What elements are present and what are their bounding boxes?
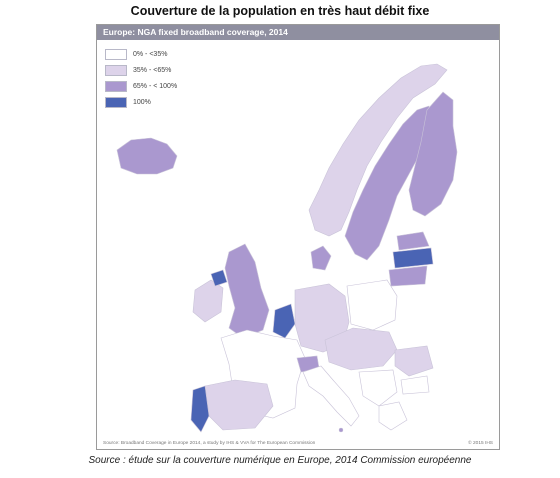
region-malta [338,427,344,433]
legend-swatch [105,96,127,108]
legend-item: 35% - <65% [105,63,177,77]
region-northern-ireland [210,269,228,287]
region-bulgaria [400,375,430,395]
legend-label: 100% [133,98,151,106]
region-spain [204,379,274,431]
legend-item: 100% [105,95,177,109]
region-finland [408,91,458,217]
map-footer-copyright: © 2015 IHS [468,441,493,446]
region-ireland [192,279,224,323]
region-iceland [116,137,178,175]
legend-item: 0% - <35% [105,47,177,61]
region-netherlands-belgium [272,303,296,339]
region-central-europe [324,327,398,371]
map-figure: Europe: NGA fixed broadband coverage, 20… [96,24,500,450]
map-legend: 0% - <35% 35% - <65% 65% - < 100% 100% [105,47,177,111]
region-lithuania [388,265,428,287]
region-portugal [190,385,210,433]
page-title: Couverture de la population en très haut… [130,4,430,18]
region-denmark [310,245,332,271]
legend-swatch [105,64,127,76]
legend-swatch [105,80,127,92]
source-caption: Source : étude sur la couverture numériq… [88,455,472,466]
europe-map [116,63,458,433]
region-balkans [358,369,398,407]
legend-swatch [105,48,127,60]
region-poland [346,279,398,331]
map-footer-note: Source: Broadband Coverage in Europe 201… [103,441,316,446]
legend-label: 35% - <65% [133,66,172,74]
region-latvia [392,247,434,269]
region-romania [394,345,434,377]
region-estonia [396,231,430,251]
legend-label: 0% - <35% [133,50,168,58]
map-header: Europe: NGA fixed broadband coverage, 20… [97,25,499,40]
region-greece [378,401,408,431]
region-great-britain [224,243,270,339]
region-italy [302,365,360,427]
legend-item: 65% - < 100% [105,79,177,93]
legend-label: 65% - < 100% [133,82,178,90]
region-norway [308,63,448,237]
